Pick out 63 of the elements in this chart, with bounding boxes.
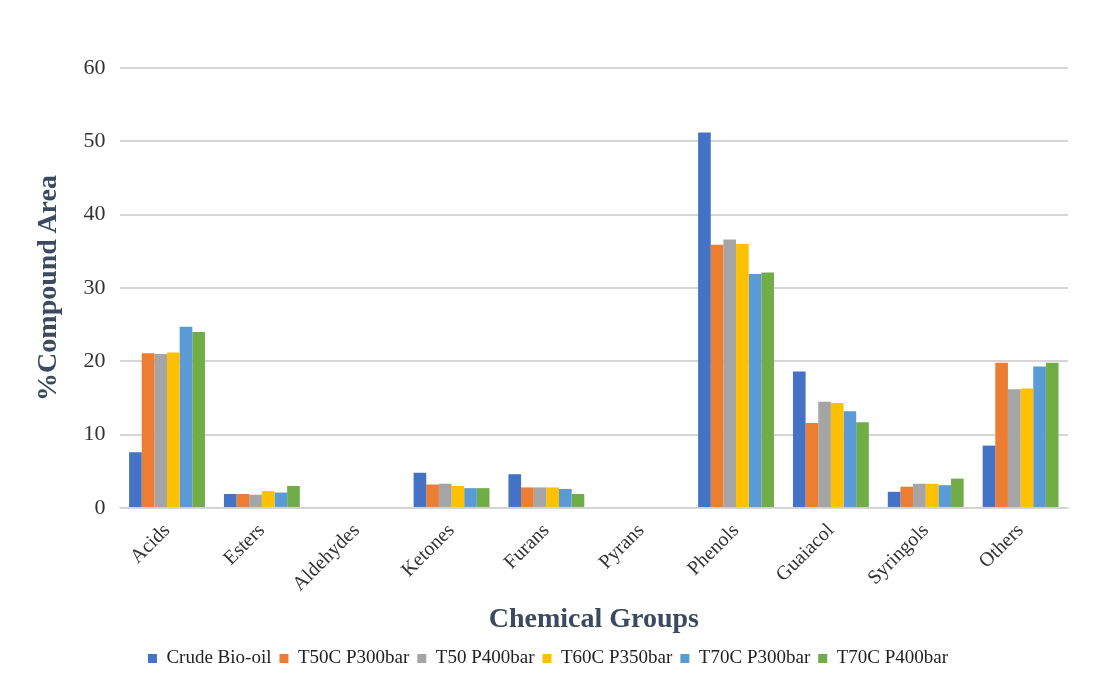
bar [129, 452, 142, 507]
bar [938, 485, 952, 507]
legend-label: T70C P300bar [698, 646, 811, 668]
legend-label: T50C P300bar [297, 646, 410, 668]
bar [995, 362, 1008, 507]
bar [900, 486, 914, 507]
bar [1007, 389, 1021, 507]
bar [571, 494, 585, 507]
bar [464, 488, 477, 507]
bar [179, 326, 193, 507]
bar [559, 488, 572, 507]
bar [1045, 362, 1059, 507]
bar [856, 422, 869, 507]
bar [476, 488, 490, 507]
bar [830, 403, 844, 507]
bar [1020, 388, 1034, 507]
bar [887, 491, 901, 507]
legend-label: T60C P350bar [561, 646, 674, 668]
bar [818, 401, 831, 507]
bar [274, 492, 288, 507]
bar [236, 494, 250, 507]
x-axis-title: Chemical Groups [488, 602, 700, 634]
legend-label: Crude Bio-oil [166, 646, 272, 668]
bar [1033, 366, 1046, 507]
bar [223, 494, 237, 507]
legend-label: T70C P400bar [836, 646, 949, 668]
bar [167, 352, 180, 507]
bar [805, 422, 819, 507]
bar [710, 244, 724, 507]
bar [792, 371, 806, 507]
bar [723, 239, 737, 507]
bar [249, 494, 262, 507]
bar [192, 331, 205, 507]
bar [141, 353, 155, 507]
bar [698, 132, 711, 507]
bar [426, 484, 439, 507]
bar [913, 483, 926, 507]
bar [287, 485, 300, 507]
bar [761, 272, 774, 507]
y-tick-label: 60 [83, 53, 106, 79]
bar [521, 487, 534, 507]
bar [533, 487, 547, 507]
y-tick-label: 40 [83, 200, 106, 226]
bar [843, 411, 857, 507]
bar [413, 472, 427, 507]
y-tick-label: 10 [83, 420, 106, 446]
bar [951, 478, 964, 507]
bar [736, 243, 749, 507]
bar [508, 474, 522, 507]
y-tick-label: 0 [94, 493, 106, 519]
bar [261, 491, 275, 507]
bar [154, 353, 168, 507]
bar [982, 445, 996, 507]
y-axis-title: %Compound Area [31, 175, 63, 401]
bar [546, 487, 560, 507]
bar [925, 483, 939, 507]
bar [451, 485, 465, 507]
bar [748, 274, 762, 507]
legend-label: T50 P400bar [435, 646, 536, 668]
y-tick-label: 30 [83, 273, 106, 299]
bar [438, 483, 452, 507]
y-tick-label: 50 [83, 127, 106, 153]
y-tick-label: 20 [83, 347, 106, 373]
